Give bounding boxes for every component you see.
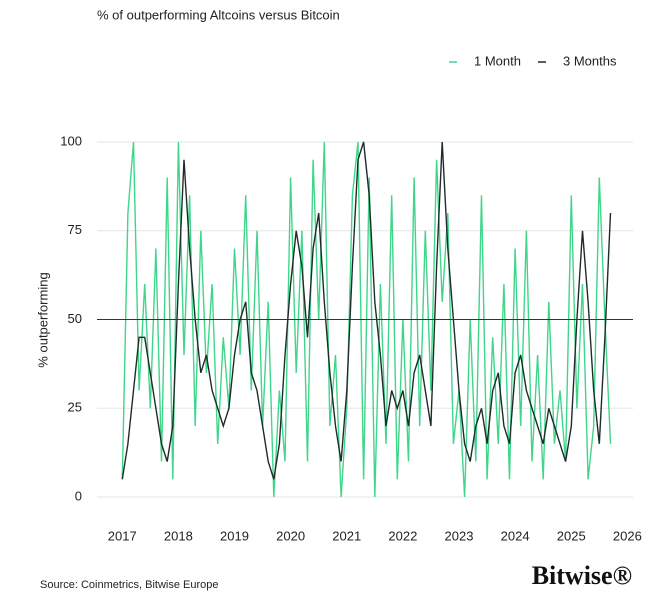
legend-label: 3 Months xyxy=(563,53,617,68)
series-line xyxy=(121,141,612,498)
x-tick-label: 2020 xyxy=(276,528,305,543)
y-tick-label: 25 xyxy=(68,400,82,415)
x-tick-label: 2017 xyxy=(108,528,137,543)
series-line xyxy=(121,141,612,480)
x-tick-label: 2021 xyxy=(332,528,361,543)
y-tick-label: 100 xyxy=(60,133,82,148)
y-tick-label: 50 xyxy=(68,311,82,326)
x-tick-label: 2023 xyxy=(445,528,474,543)
legend-label: 1 Month xyxy=(474,53,521,68)
x-tick-label: 2018 xyxy=(164,528,193,543)
chart-title: % of outperforming Altcoins versus Bitco… xyxy=(97,7,340,22)
y-axis-label: % outperforming xyxy=(35,272,50,367)
y-tick-label: 75 xyxy=(68,222,82,237)
x-tick-label: 2025 xyxy=(557,528,586,543)
y-tick-label: 0 xyxy=(75,488,82,503)
brand-logo: Bitwise® xyxy=(532,561,632,590)
x-tick-label: 2022 xyxy=(388,528,417,543)
x-tick-label: 2019 xyxy=(220,528,249,543)
x-tick-label: 2026 xyxy=(613,528,642,543)
x-tick-label: 2024 xyxy=(501,528,530,543)
source: Source: Coinmetrics, Bitwise Europe xyxy=(40,579,219,591)
